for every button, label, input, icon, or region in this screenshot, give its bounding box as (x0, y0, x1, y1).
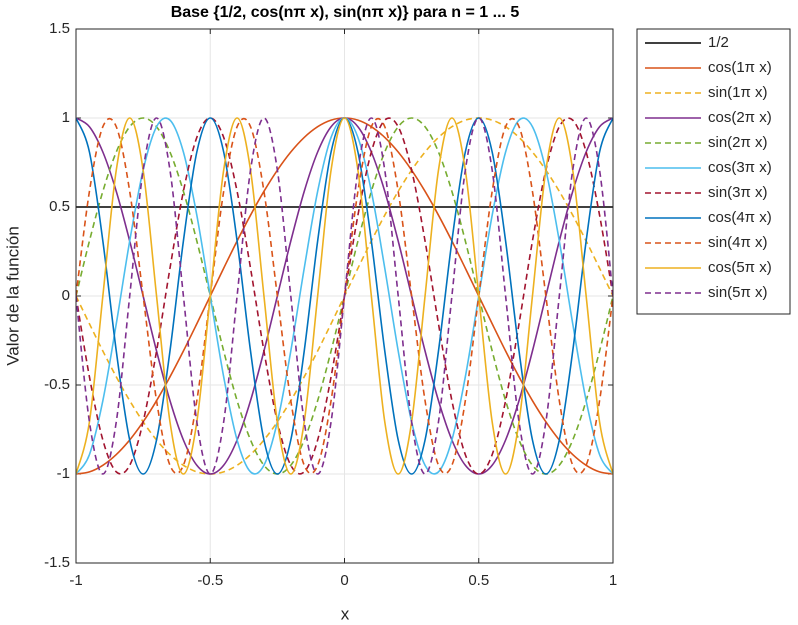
y-tick-label: 1 (62, 109, 70, 126)
x-tick-label: 0 (340, 572, 348, 589)
x-tick-label: -0.5 (197, 572, 223, 589)
legend: 1/2 cos(1π x) sin(1π x) cos(2π x) sin(2π x) c… (636, 28, 791, 315)
legend-label: cos(3π x) (708, 159, 772, 176)
legend-label: sin(4π x) (708, 234, 768, 251)
series-line-group (76, 117, 613, 475)
legend-box (636, 28, 791, 315)
legend-label: cos(1π x) (708, 59, 772, 76)
y-tick-label: 1.5 (49, 20, 70, 37)
legend-label: cos(4π x) (708, 209, 772, 226)
legend-label: cos(2π x) (708, 109, 772, 126)
series-line (76, 117, 613, 475)
x-tick-label: 0.5 (468, 572, 489, 589)
plot-frame (75, 28, 614, 564)
x-axis-label: x (341, 604, 350, 623)
legend-label: sin(5π x) (708, 284, 768, 301)
y-tick-label: 0.5 (49, 198, 70, 215)
chart-title: Base {1/2, cos(nπ x), sin(nπ x)} para n … (171, 4, 520, 21)
y-tick-label: 0 (62, 287, 70, 304)
legend-label: sin(2π x) (708, 134, 768, 151)
y-tick-label: -0.5 (44, 376, 70, 393)
legend-label: cos(5π x) (708, 259, 772, 276)
series-line-group (76, 117, 613, 475)
y-tick-label: -1.5 (44, 554, 70, 571)
x-tick-label: -1 (69, 572, 82, 589)
x-tick-label: 1 (609, 572, 617, 589)
y-axis-label: Valor de la función (3, 226, 22, 366)
legend-label: sin(3π x) (708, 184, 768, 201)
series-line (76, 117, 613, 475)
series-line-group (76, 117, 613, 475)
legend-label: sin(1π x) (708, 84, 768, 101)
legend-label: 1/2 (708, 34, 729, 51)
series-line (76, 117, 613, 475)
y-tick-label: -1 (57, 465, 70, 482)
